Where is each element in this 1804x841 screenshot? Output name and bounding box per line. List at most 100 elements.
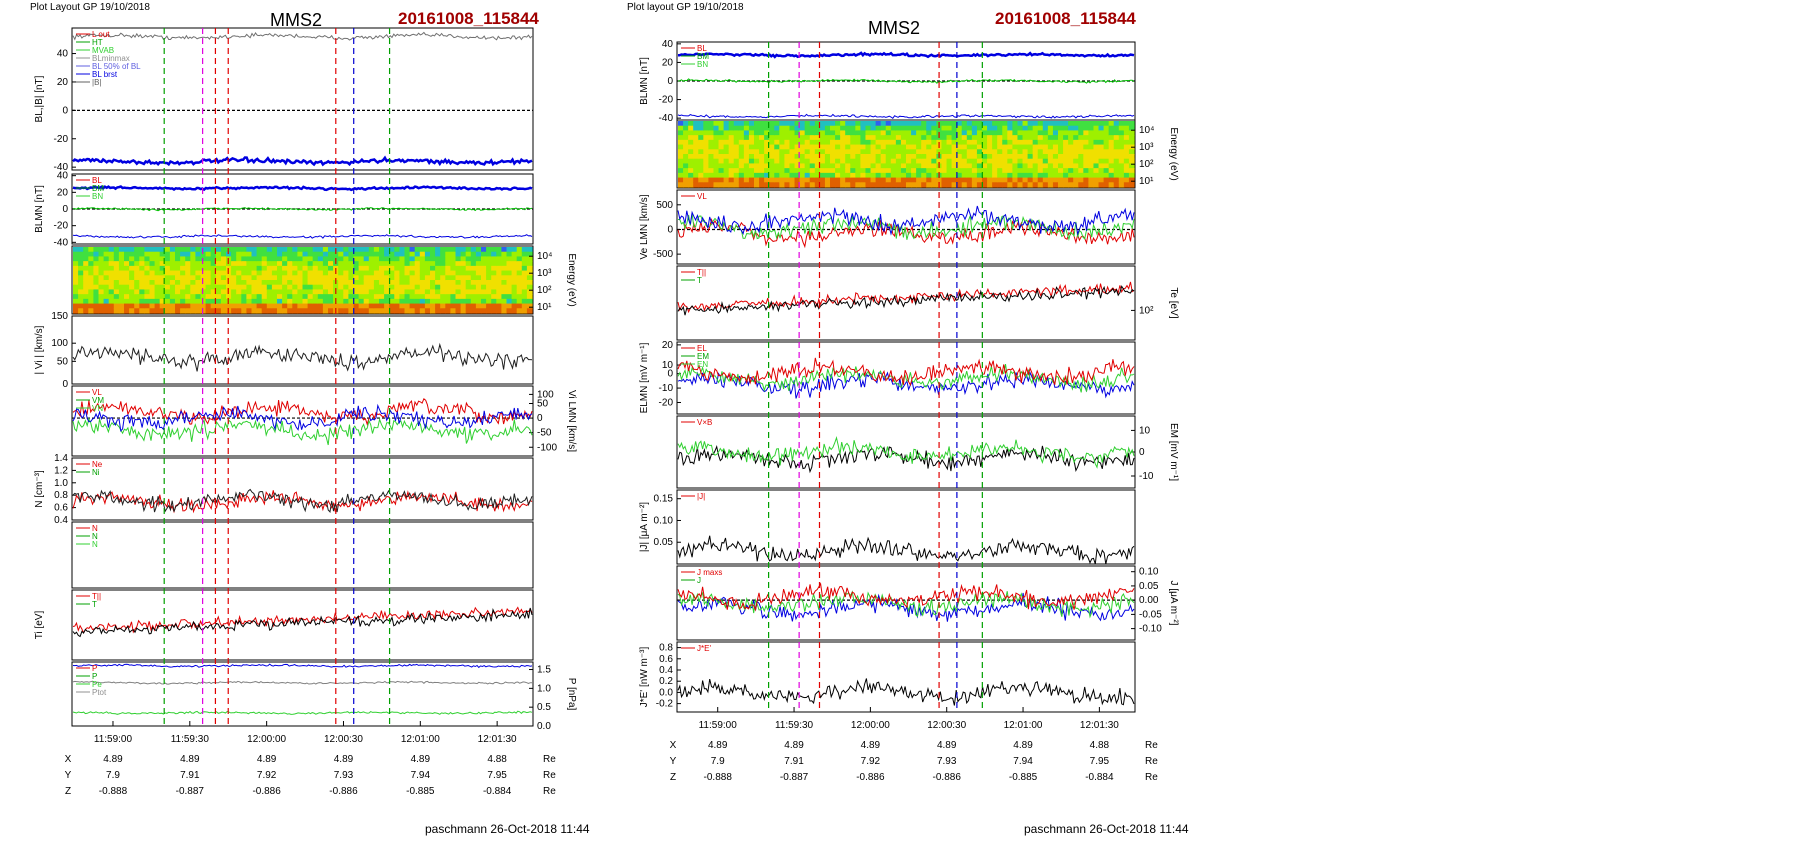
heatmap-cell <box>358 247 365 253</box>
heatmap-cell <box>338 294 344 300</box>
heatmap-cell <box>840 130 846 136</box>
heatmap-cell <box>906 139 912 146</box>
right-panel-2-tick-label: 10⁴ <box>1139 125 1154 136</box>
heatmap-cell <box>261 308 268 314</box>
heatmap-cell <box>486 303 492 309</box>
heatmap-cell <box>399 275 406 281</box>
heatmap-cell <box>460 308 467 314</box>
heatmap-cell <box>424 294 431 300</box>
heatmap-cell <box>819 125 826 132</box>
heatmap-cell <box>824 168 831 174</box>
left-panel-2-series-BN <box>72 234 533 239</box>
left-panel-4-series-Vi <box>72 342 533 372</box>
heatmap-cell <box>328 261 334 267</box>
heatmap-cell <box>723 154 730 160</box>
heatmap-cell <box>789 130 796 136</box>
heatmap-cell <box>1128 154 1135 160</box>
heatmap-cell <box>895 172 902 179</box>
ephemeris-value: 7.94 <box>411 770 431 781</box>
heatmap-cell <box>784 182 791 188</box>
heatmap-cell <box>404 284 411 291</box>
heatmap-cell <box>1108 168 1115 174</box>
heatmap-cell <box>1007 121 1013 127</box>
heatmap-cell <box>855 182 861 188</box>
ephemeris-unit: Re <box>1145 756 1158 767</box>
heatmap-cell <box>1027 121 1034 127</box>
heatmap-cell <box>941 121 948 127</box>
right-header: Plot layout GP 19/10/2018 <box>627 2 744 13</box>
heatmap-cell <box>733 182 740 188</box>
heatmap-cell <box>799 130 806 136</box>
left-panel-5-series-VN <box>72 403 533 433</box>
heatmap-cell <box>190 294 196 300</box>
heatmap-cell <box>506 308 513 314</box>
heatmap-cell <box>460 265 467 272</box>
heatmap-cell <box>1068 154 1074 160</box>
time-tick-label: 11:59:30 <box>775 720 814 731</box>
heatmap-cell <box>900 135 907 141</box>
heatmap-cell <box>190 280 196 286</box>
heatmap-cell <box>1068 158 1074 165</box>
heatmap-cell <box>373 256 380 262</box>
heatmap-cell <box>317 308 324 314</box>
heatmap-cell <box>501 303 508 309</box>
heatmap-cell <box>338 289 344 295</box>
heatmap-cell <box>784 158 791 165</box>
heatmap-cell <box>317 261 324 267</box>
heatmap-cell <box>819 139 826 146</box>
heatmap-cell <box>220 298 227 305</box>
heatmap-cell <box>1128 182 1135 188</box>
heatmap-cell <box>73 275 79 281</box>
heatmap-cell <box>759 139 765 146</box>
heatmap-cell <box>200 303 207 309</box>
heatmap-cell <box>982 149 988 155</box>
right-panel-8-series-JM <box>677 590 1135 619</box>
heatmap-cell <box>895 125 902 132</box>
heatmap-cell <box>78 256 84 262</box>
ephemeris-value: 4.89 <box>411 754 431 765</box>
heatmap-cell <box>698 125 704 132</box>
heatmap-cell <box>728 172 735 179</box>
heatmap-cell <box>921 125 927 132</box>
right-panel-3-tick-label: -500 <box>653 249 673 260</box>
heatmap-cell <box>774 168 780 174</box>
right-panel-2-tick-label: 10³ <box>1139 142 1154 153</box>
heatmap-cell <box>404 280 411 286</box>
heatmap-cell <box>703 168 709 174</box>
heatmap-cell <box>251 308 258 314</box>
heatmap-cell <box>404 289 411 295</box>
heatmap-cell <box>951 135 958 141</box>
heatmap-cell <box>1088 182 1095 188</box>
heatmap-cell <box>976 172 983 179</box>
heatmap-cell <box>1123 163 1130 169</box>
heatmap-cell <box>1042 149 1049 155</box>
heatmap-cell <box>713 139 720 146</box>
heatmap-cell <box>282 280 288 286</box>
heatmap-cell <box>496 265 502 272</box>
heatmap-cell <box>251 298 258 305</box>
heatmap-cell <box>430 280 436 286</box>
heatmap-cell <box>870 125 877 132</box>
heatmap-cell <box>1063 158 1069 165</box>
heatmap-cell <box>348 275 355 281</box>
heatmap-cell <box>693 154 699 160</box>
heatmap-cell <box>1022 154 1029 160</box>
ephemeris-value: -0.885 <box>1009 772 1038 783</box>
heatmap-cell <box>1088 177 1095 183</box>
heatmap-cell <box>951 163 958 169</box>
heatmap-cell <box>678 125 684 132</box>
heatmap-cell <box>78 261 84 267</box>
heatmap-cell <box>764 172 770 179</box>
heatmap-cell <box>890 130 897 136</box>
heatmap-cell <box>445 261 451 267</box>
heatmap-cell <box>159 308 166 314</box>
heatmap-cell <box>307 256 314 262</box>
heatmap-cell <box>124 247 130 253</box>
heatmap-cell <box>435 265 441 272</box>
heatmap-cell <box>292 280 298 286</box>
heatmap-cell <box>414 247 421 253</box>
heatmap-cell <box>389 303 395 309</box>
heatmap-cell <box>961 177 968 183</box>
left-panel-4-ylabel: | Vi | [km/s] <box>34 325 45 374</box>
heatmap-cell <box>698 163 704 169</box>
